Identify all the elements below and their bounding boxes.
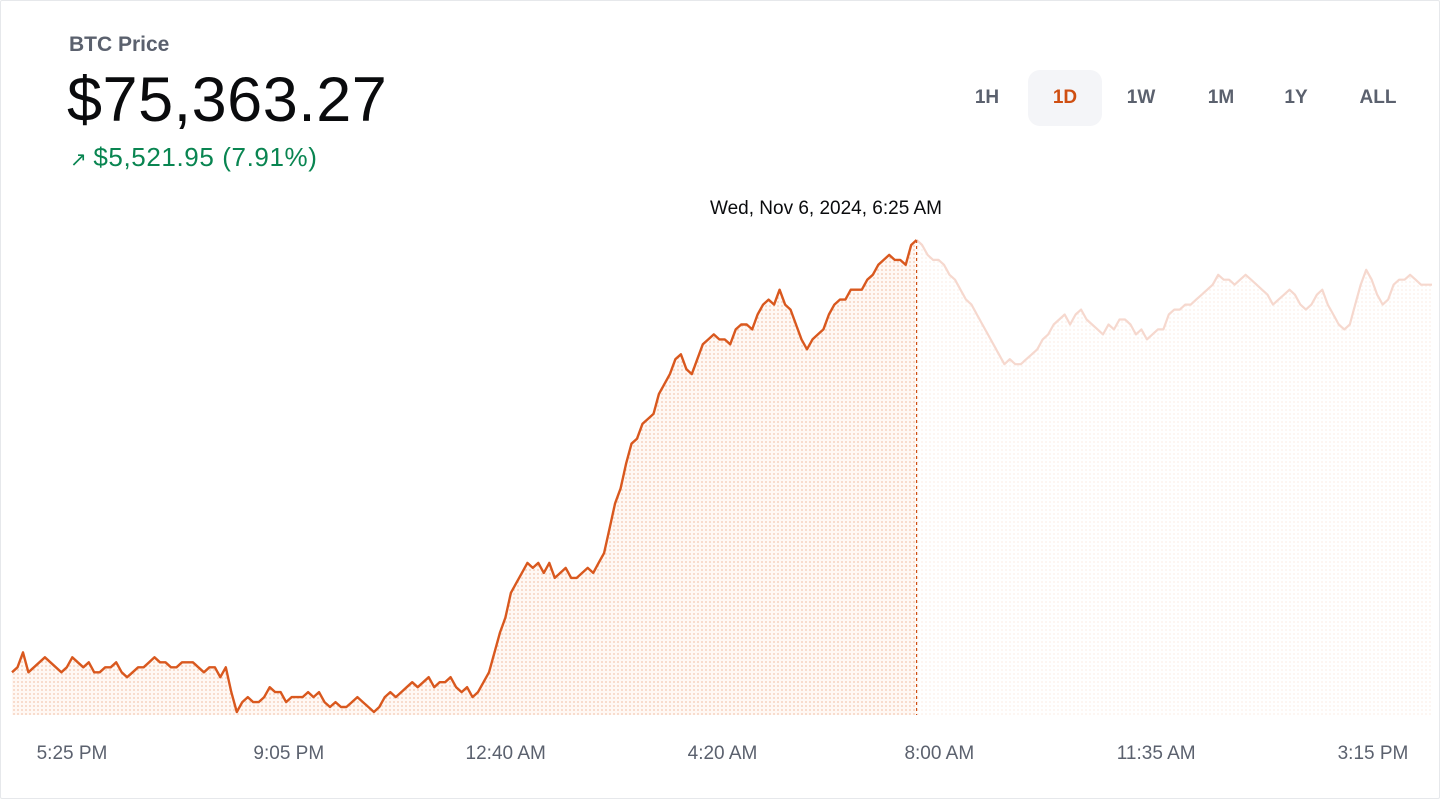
price-line[interactable] [11,239,918,714]
range-all-button[interactable]: ALL [1359,87,1397,108]
x-tick-label: 4:20 AM [688,743,758,764]
area-fill-faded [916,240,1432,715]
asset-title: BTC Price [69,33,170,56]
x-tick-label: 11:35 AM [1117,743,1196,764]
range-1m-button[interactable]: 1M [1207,87,1235,108]
x-tick-label: 5:25 PM [37,743,108,764]
x-tick-label: 3:15 PM [1338,743,1409,764]
hover-timestamp: Wed, Nov 6, 2024, 6:25 AM [710,198,943,219]
area-fill-active [12,240,917,715]
range-1y-button[interactable]: 1Y [1284,87,1308,108]
x-tick-label: 9:05 PM [253,743,324,764]
range-1w-button[interactable]: 1W [1126,87,1156,108]
arrow-up-right-icon: ↗ [70,149,88,171]
price-change: ↗ $5,521.95 (7.91%) [70,142,318,173]
price-change-value: $5,521.95 (7.91%) [93,142,318,172]
range-1h-button[interactable]: 1H [974,87,1000,108]
x-tick-label: 12:40 AM [466,743,546,764]
x-tick-label: 8:00 AM [904,743,974,764]
range-1d-button[interactable]: 1D [1028,70,1102,126]
current-price: $75,363.27 [67,65,388,135]
price-line-faded [915,239,1432,366]
